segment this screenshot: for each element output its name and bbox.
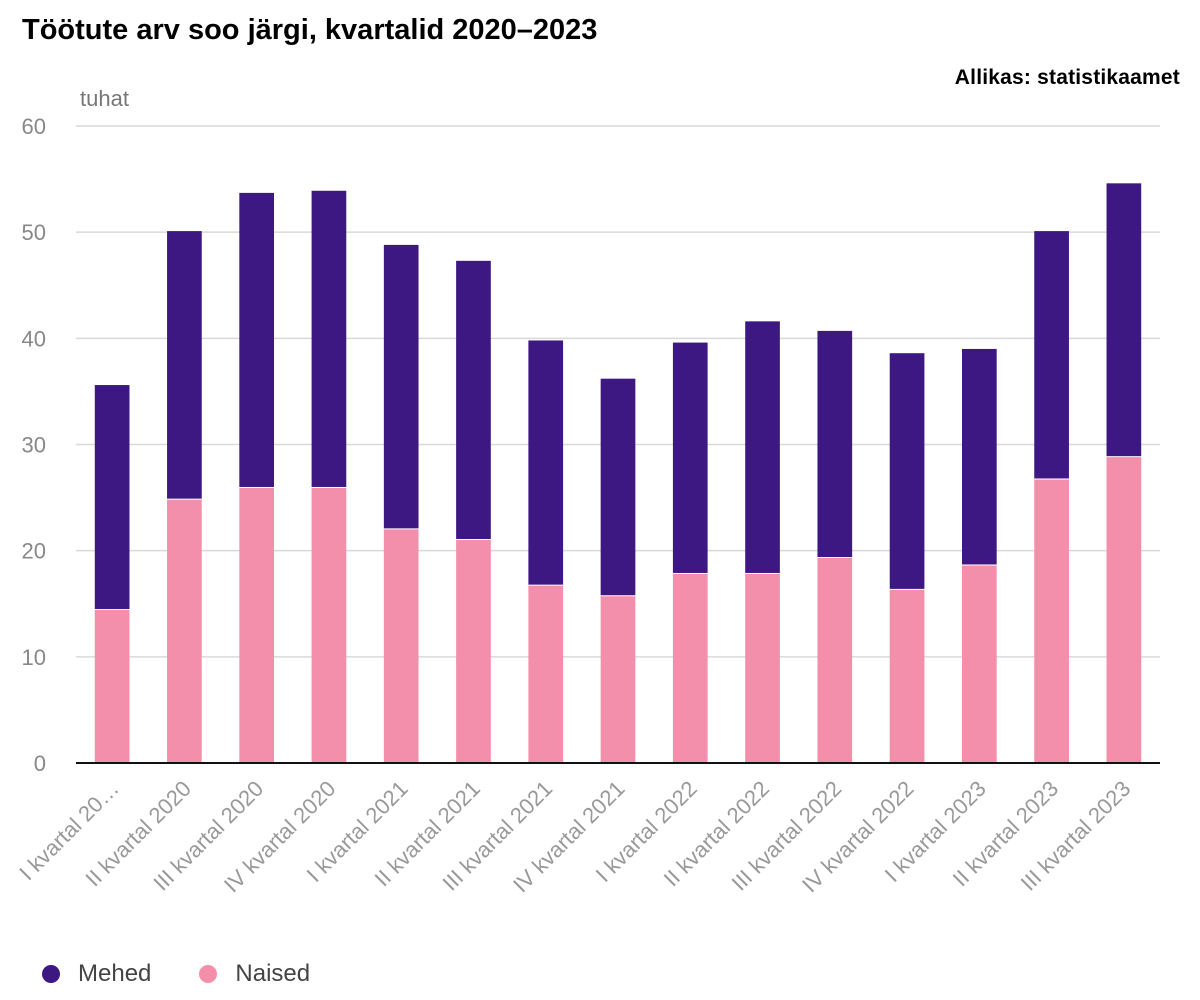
bar-mehed	[239, 192, 275, 487]
y-axis-unit-label: tuhat	[80, 86, 129, 111]
bar-naised	[672, 572, 708, 763]
y-tick-label: 60	[22, 114, 46, 139]
bar-naised	[167, 498, 202, 763]
bar-mehed	[456, 260, 491, 539]
legend-swatch-naised	[199, 965, 218, 983]
bar-naised	[383, 528, 419, 763]
bar-mehed	[167, 231, 202, 499]
y-tick-label: 30	[22, 433, 46, 458]
legend-swatch-mehed	[42, 965, 60, 983]
bar-naised	[528, 584, 564, 763]
bar-naised	[889, 588, 925, 763]
legend-item-mehed: Mehed	[42, 960, 151, 988]
bar-mehed	[1106, 183, 1142, 457]
legend-label-naised: Naised	[235, 960, 311, 987]
source-note: Allikas: statistikaamet	[954, 66, 1180, 89]
bar-mehed	[889, 353, 925, 589]
bar-naised	[600, 595, 636, 763]
bar-naised	[1106, 456, 1142, 763]
bar-mehed	[817, 330, 853, 558]
y-tick-label: 50	[22, 220, 46, 245]
bar-mehed	[745, 321, 780, 573]
bar-mehed	[311, 190, 347, 487]
bar-naised	[239, 486, 275, 763]
chart-title: Töötute arv soo järgi, kvartalid 2020–20…	[22, 14, 598, 46]
bar-naised	[311, 486, 347, 763]
bar-mehed	[672, 342, 708, 573]
bar-naised	[456, 538, 491, 763]
y-tick-label: 20	[22, 539, 46, 564]
bar-naised	[745, 572, 780, 763]
bar-mehed	[1034, 231, 1069, 479]
legend-item-naised: Naised	[199, 960, 310, 988]
bar-mehed	[600, 378, 636, 596]
bar-naised	[1034, 478, 1069, 763]
bar-naised	[817, 557, 853, 763]
bar-naised	[94, 609, 130, 763]
y-tick-label: 10	[22, 645, 46, 670]
bar-mehed	[94, 385, 130, 610]
bar-mehed	[961, 348, 997, 565]
bar-mehed	[528, 340, 564, 585]
y-tick-label: 40	[22, 326, 46, 351]
bar-mehed	[383, 244, 419, 529]
legend: Mehed Naised	[42, 960, 358, 988]
legend-label-mehed: Mehed	[78, 960, 152, 987]
bar-naised	[961, 564, 997, 763]
y-tick-label: 0	[34, 751, 46, 776]
